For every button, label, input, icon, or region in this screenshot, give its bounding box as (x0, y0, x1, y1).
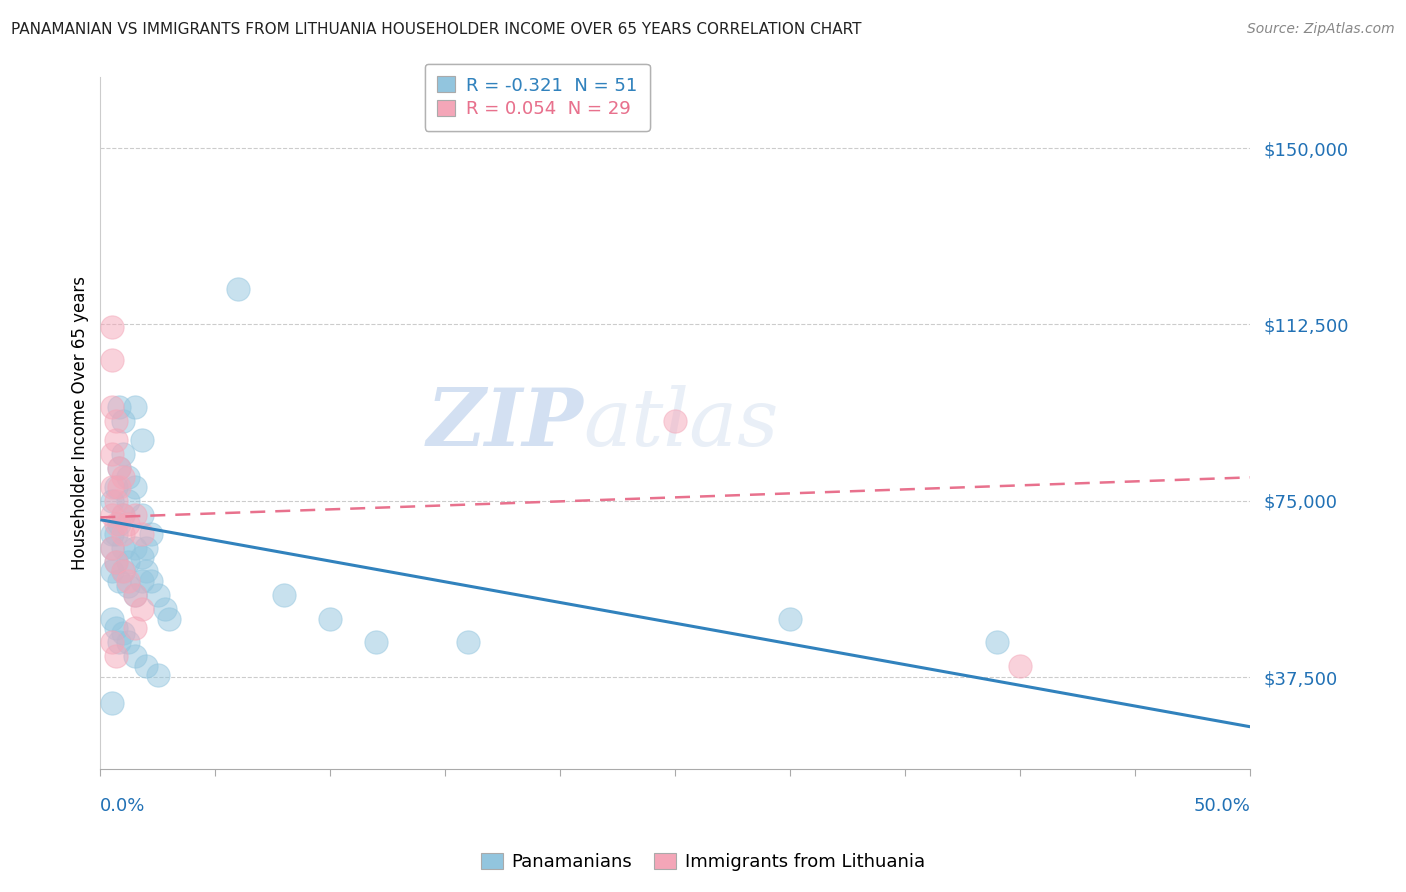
Point (146, 668, 169, 682)
Point (112, 565, 135, 579)
Point (107, 461, 129, 475)
Point (107, 400, 129, 414)
Point (139, 526, 162, 541)
Y-axis label: Householder Income Over 65 years: Householder Income Over 65 years (72, 277, 89, 570)
Point (107, 517, 129, 532)
Point (101, 508, 124, 522)
Point (107, 480, 129, 494)
Point (101, 635, 124, 649)
Point (105, 480, 128, 494)
Point (457, 635, 479, 649)
Point (124, 649, 146, 664)
Point (101, 447, 124, 461)
Point (124, 621, 146, 635)
Point (105, 433, 128, 447)
Point (319, 611, 342, 625)
Point (986, 635, 1008, 649)
Point (131, 526, 153, 541)
Text: Source: ZipAtlas.com: Source: ZipAtlas.com (1247, 22, 1395, 37)
Point (117, 470, 139, 484)
Point (117, 555, 139, 569)
Point (112, 625, 135, 640)
Point (112, 447, 135, 461)
Point (131, 602, 153, 616)
Text: ZIP: ZIP (426, 384, 583, 462)
Point (153, 602, 176, 616)
Point (273, 588, 295, 602)
Point (112, 470, 135, 484)
Point (117, 574, 139, 588)
Point (124, 588, 146, 602)
Point (366, 635, 388, 649)
Point (101, 526, 124, 541)
Point (101, 611, 124, 625)
Point (101, 565, 124, 579)
Text: PANAMANIAN VS IMMIGRANTS FROM LITHUANIA HOUSEHOLDER INCOME OVER 65 YEARS CORRELA: PANAMANIAN VS IMMIGRANTS FROM LITHUANIA … (11, 22, 862, 37)
Point (105, 621, 128, 635)
Point (135, 658, 157, 673)
Point (107, 574, 129, 588)
Point (157, 611, 180, 625)
Point (105, 414, 128, 428)
Point (131, 433, 153, 447)
Point (101, 494, 124, 508)
Point (131, 550, 153, 565)
Point (124, 480, 146, 494)
Point (105, 649, 128, 664)
Point (139, 574, 162, 588)
Point (105, 494, 128, 508)
Point (101, 319, 124, 334)
Point (112, 526, 135, 541)
Point (112, 541, 135, 555)
Point (131, 574, 153, 588)
Point (112, 508, 135, 522)
Point (101, 480, 124, 494)
Point (112, 414, 135, 428)
Point (135, 541, 157, 555)
Text: 50.0%: 50.0% (1194, 797, 1250, 814)
Point (1010, 658, 1032, 673)
Point (664, 414, 686, 428)
Point (112, 565, 135, 579)
Point (105, 555, 128, 569)
Point (228, 282, 250, 296)
Point (101, 352, 124, 367)
Point (101, 541, 124, 555)
Point (105, 517, 128, 532)
Point (107, 635, 129, 649)
Point (117, 494, 139, 508)
Legend: R = -0.321  N = 51, R = 0.054  N = 29: R = -0.321 N = 51, R = 0.054 N = 29 (425, 63, 650, 131)
Point (105, 555, 128, 569)
Point (101, 541, 124, 555)
Text: atlas: atlas (583, 384, 779, 462)
Point (131, 508, 153, 522)
Point (124, 400, 146, 414)
Legend: Panamanians, Immigrants from Lithuania: Panamanians, Immigrants from Lithuania (474, 846, 932, 879)
Point (101, 400, 124, 414)
Point (112, 508, 135, 522)
Point (117, 517, 139, 532)
Point (105, 526, 128, 541)
Point (117, 635, 139, 649)
Point (101, 696, 124, 710)
Point (117, 578, 139, 592)
Point (124, 588, 146, 602)
Point (146, 588, 169, 602)
Point (124, 541, 146, 555)
Text: 0.0%: 0.0% (100, 797, 146, 814)
Point (124, 508, 146, 522)
Point (107, 461, 129, 475)
Point (779, 611, 801, 625)
Point (135, 565, 157, 579)
